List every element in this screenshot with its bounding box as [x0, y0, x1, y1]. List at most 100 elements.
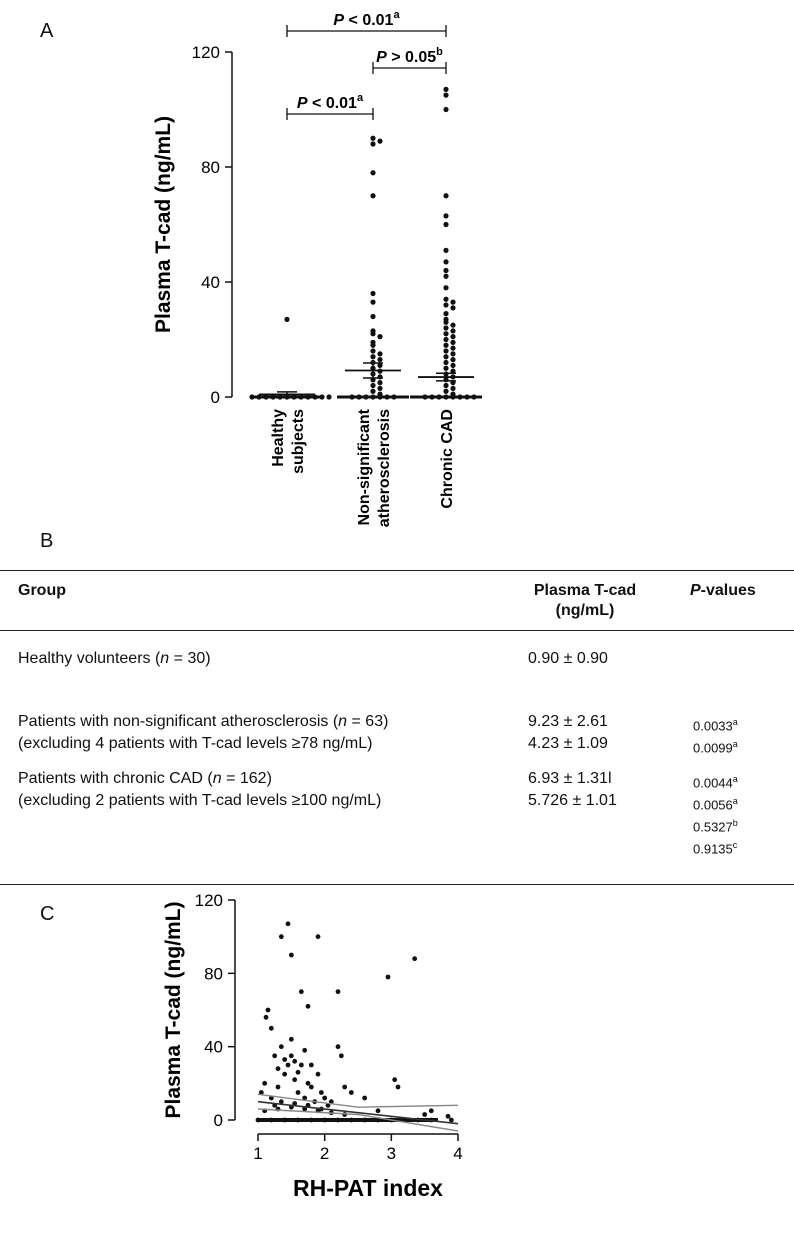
category-label-line: atherosclerosis	[376, 409, 393, 527]
row-cad-excl-group: (excluding 2 patients with T-cad levels …	[18, 792, 382, 809]
pvalue-superscript: a	[732, 717, 738, 727]
data-point	[443, 267, 449, 274]
data-point	[275, 1066, 281, 1072]
data-point	[326, 394, 332, 400]
data-point	[443, 336, 449, 343]
row-cad-n: n	[212, 770, 222, 787]
data-point	[305, 1003, 311, 1009]
category-label-line: subjects	[290, 409, 307, 474]
data-point	[282, 1071, 288, 1077]
data-point	[395, 1084, 401, 1090]
data-point	[443, 302, 449, 308]
data-point	[370, 342, 376, 348]
data-point	[450, 322, 456, 328]
data-point	[375, 1108, 381, 1114]
y-tick-label: 40	[201, 273, 220, 292]
data-point	[428, 1108, 434, 1114]
row-cad-pvalue: 0.0044a	[693, 768, 738, 794]
data-point	[450, 362, 456, 368]
data-point	[443, 259, 449, 265]
category-label-line: Non-significant	[356, 408, 373, 525]
data-point	[285, 1062, 291, 1068]
data-point	[450, 334, 456, 340]
data-point	[443, 325, 449, 331]
x-tick-label: 1	[253, 1144, 262, 1163]
data-point	[298, 1062, 304, 1068]
data-point	[443, 193, 449, 199]
data-point	[308, 1084, 314, 1090]
data-point	[335, 989, 341, 995]
data-point	[443, 285, 449, 291]
table-header-rule	[0, 630, 794, 631]
data-point	[443, 247, 449, 253]
data-point	[348, 1090, 354, 1095]
row-cad-count: = 162)	[221, 770, 272, 787]
data-point	[302, 1095, 308, 1101]
pvalue-number: 0.0099	[693, 740, 733, 756]
data-point	[278, 934, 284, 940]
pvalue-number: 0.0044	[693, 775, 733, 791]
row-nonsig-excl-value: 4.23 ± 1.09	[528, 735, 608, 752]
row-nonsig-value: 9.23 ± 2.61	[528, 713, 608, 730]
category-label: Non-significant atherosclerosis	[356, 408, 393, 527]
header-tcad-line1: Plasma T-cad	[533, 582, 637, 599]
data-point	[443, 86, 449, 92]
data-point	[370, 193, 376, 199]
data-point	[288, 1053, 294, 1059]
data-point	[362, 1095, 368, 1101]
data-point	[302, 1106, 308, 1112]
y-tick-label: 80	[204, 964, 223, 983]
data-point	[318, 1090, 324, 1095]
category-label-line: Healthy	[270, 409, 287, 467]
data-point	[292, 1058, 298, 1064]
data-point	[275, 1084, 281, 1090]
panel-label-c: C	[40, 903, 55, 925]
data-point	[288, 952, 294, 958]
data-point	[370, 135, 376, 141]
header-pvalues: P-values	[690, 581, 756, 601]
data-point	[450, 299, 456, 305]
row-nonsig-text: Patients with non-significant atheroscle…	[18, 713, 339, 730]
data-point	[328, 1099, 334, 1105]
data-point	[370, 290, 376, 297]
row-healthy-group: Healthy volunteers (n = 30)	[18, 648, 211, 670]
data-point	[443, 342, 449, 348]
pvalue-number: 0.5327	[693, 819, 733, 835]
pvalue-superscript: b	[732, 818, 738, 828]
data-point	[265, 1007, 271, 1013]
data-point	[377, 351, 383, 357]
row-nonsig-n: n	[338, 713, 348, 730]
data-point	[308, 1062, 314, 1068]
data-point	[450, 351, 456, 357]
data-point	[262, 1080, 268, 1086]
pvalue-number: 0.0033	[693, 718, 733, 734]
data-point	[443, 311, 449, 317]
data-point	[450, 357, 456, 363]
data-point	[258, 1090, 264, 1095]
row-cad-excl-pvalue-1: 0.0056a	[693, 790, 738, 816]
data-point	[443, 348, 449, 354]
data-point	[278, 1044, 284, 1050]
x-tick-label: 2	[320, 1144, 329, 1163]
category-label-line: Chronic CAD	[439, 409, 456, 509]
y-tick-label: 0	[211, 388, 220, 407]
chart-c: 0 40 80 120 1 2 3 4 Plasma T-cad (ng/mL) RH-PAT i…	[162, 891, 463, 1201]
data-point	[443, 213, 449, 219]
data-point	[292, 1101, 298, 1106]
header-group: Group	[18, 582, 66, 599]
data-point	[450, 385, 456, 391]
data-point	[295, 1090, 301, 1095]
data-point	[443, 354, 449, 360]
data-point	[285, 921, 291, 927]
data-point	[370, 299, 376, 305]
data-point	[450, 345, 456, 351]
row-cad-excl-pvalue-3: 0.9135c	[693, 834, 737, 860]
x-tick-label: 4	[453, 1144, 462, 1163]
y-tick-label: 40	[204, 1038, 223, 1057]
data-point	[370, 354, 376, 360]
row-nonsig-excl-group: (excluding 4 patients with T-cad levels …	[18, 735, 373, 752]
data-point	[322, 1095, 328, 1101]
data-point	[338, 1053, 344, 1059]
pvalue-number: 0.0056	[693, 797, 733, 813]
row-healthy-text: Healthy volunteers (	[18, 650, 161, 667]
